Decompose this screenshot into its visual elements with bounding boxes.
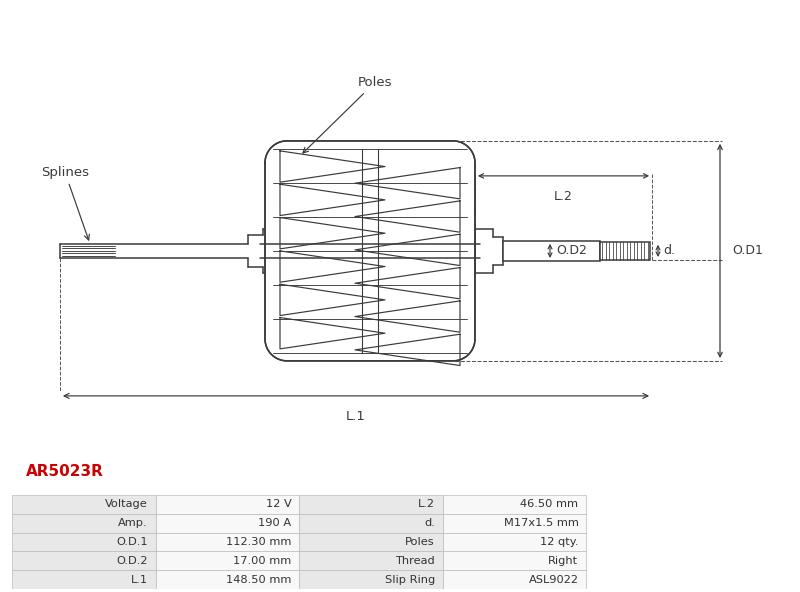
Text: Slip Ring: Slip Ring	[385, 575, 435, 585]
Text: ASL9022: ASL9022	[529, 575, 578, 585]
Bar	[299, 514, 442, 533]
Bar	[12, 570, 155, 589]
Text: O.D2: O.D2	[556, 244, 587, 258]
Bar	[155, 533, 299, 551]
Bar	[442, 533, 586, 551]
Text: L.2: L.2	[554, 190, 573, 203]
Text: 190 A: 190 A	[258, 518, 291, 528]
Bar	[299, 570, 442, 589]
Text: 17.00 mm: 17.00 mm	[233, 556, 291, 566]
Bar	[299, 495, 442, 514]
Bar	[155, 551, 299, 570]
Bar	[155, 570, 299, 589]
Text: d.: d.	[663, 244, 675, 258]
Bar	[299, 533, 442, 551]
Text: L.2: L.2	[418, 499, 435, 509]
Text: Right: Right	[548, 556, 578, 566]
Text: Thread: Thread	[395, 556, 435, 566]
Bar	[155, 495, 299, 514]
Text: AR5023R: AR5023R	[26, 464, 104, 480]
Text: 112.30 mm: 112.30 mm	[226, 537, 291, 547]
Text: M17x1.5 mm: M17x1.5 mm	[504, 518, 578, 528]
Text: O.D1: O.D1	[732, 244, 763, 258]
Polygon shape	[265, 141, 475, 361]
Bar	[442, 514, 586, 533]
Text: d.: d.	[424, 518, 435, 528]
Text: Amp.: Amp.	[118, 518, 148, 528]
Text: L.1: L.1	[346, 410, 366, 423]
Text: 12 qty.: 12 qty.	[540, 537, 578, 547]
Text: L.1: L.1	[130, 575, 148, 585]
Text: 12 V: 12 V	[266, 499, 291, 509]
Text: Poles: Poles	[406, 537, 435, 547]
Text: Voltage: Voltage	[105, 499, 148, 509]
Text: 148.50 mm: 148.50 mm	[226, 575, 291, 585]
Bar	[442, 570, 586, 589]
Bar	[155, 514, 299, 533]
Bar	[12, 495, 155, 514]
Bar	[503, 241, 600, 261]
Text: O.D.1: O.D.1	[116, 537, 148, 547]
Text: O.D.2: O.D.2	[116, 556, 148, 566]
Bar	[12, 514, 155, 533]
Text: Splines: Splines	[41, 166, 90, 240]
Bar	[442, 551, 586, 570]
Bar	[600, 242, 650, 260]
Bar	[12, 533, 155, 551]
Bar	[12, 551, 155, 570]
Bar	[299, 551, 442, 570]
Text: Poles: Poles	[303, 76, 392, 153]
Bar	[442, 495, 586, 514]
Text: 46.50 mm: 46.50 mm	[521, 499, 578, 509]
